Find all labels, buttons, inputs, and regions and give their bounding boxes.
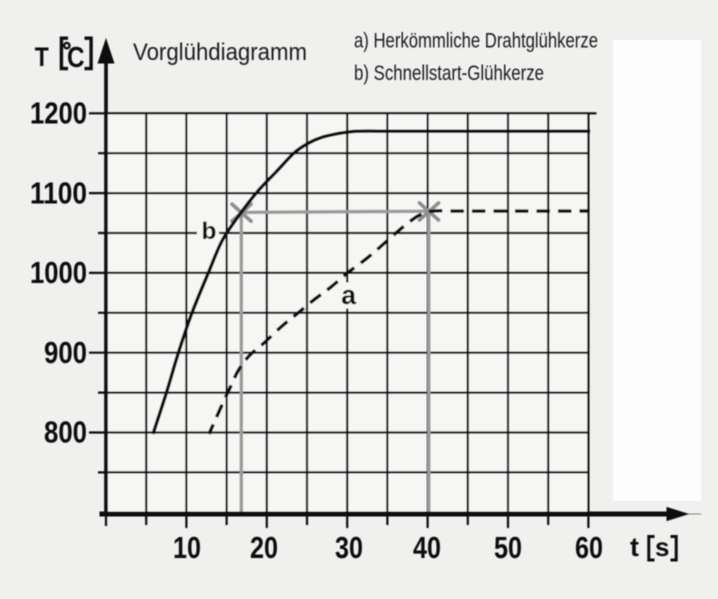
svg-text:60: 60	[575, 531, 603, 565]
svg-text:40: 40	[413, 531, 441, 565]
svg-text:a) Herkömmliche Drahtglühkerze: a) Herkömmliche Drahtglühkerze	[354, 30, 598, 53]
svg-text:T: T	[35, 42, 49, 72]
svg-text:30: 30	[335, 531, 363, 565]
svg-text:20: 20	[250, 531, 278, 565]
svg-text:1100: 1100	[30, 176, 87, 210]
svg-text:a: a	[341, 280, 356, 310]
svg-text:b) Schnellstart-Glühkerze: b) Schnellstart-Glühkerze	[354, 62, 544, 85]
svg-text:1200: 1200	[30, 97, 87, 131]
svg-text:s: s	[655, 532, 669, 562]
svg-text:b: b	[202, 218, 217, 245]
svg-text:10: 10	[173, 531, 201, 565]
svg-text:C: C	[67, 42, 85, 74]
svg-text:50: 50	[494, 531, 522, 565]
svg-text:Vorglühdiagramm: Vorglühdiagramm	[133, 39, 307, 66]
svg-text:t: t	[630, 532, 639, 562]
svg-text:900: 900	[44, 336, 87, 370]
svg-text:800: 800	[44, 416, 87, 450]
svg-text:1000: 1000	[30, 256, 87, 290]
